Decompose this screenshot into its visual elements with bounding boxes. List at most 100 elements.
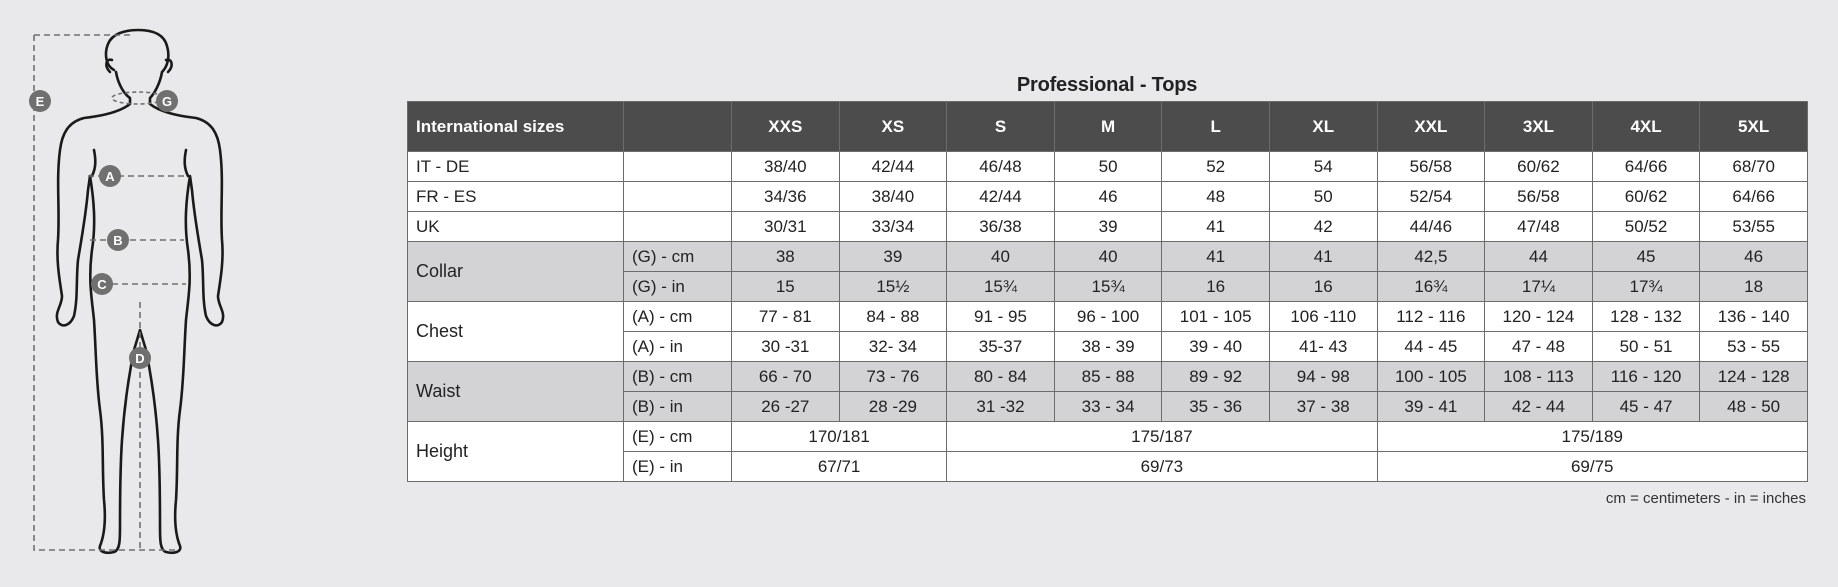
- table-cell: 15½: [838, 271, 948, 302]
- blank-cell: [623, 181, 732, 212]
- table-cell: 45: [1591, 241, 1701, 272]
- table-cell: 38: [731, 241, 840, 272]
- table-cell: 175/187: [946, 421, 1378, 452]
- human-silhouette: E G A B C D: [29, 28, 225, 555]
- size-header: 4XL: [1591, 101, 1701, 152]
- row-chest-cm: Chest (A) - cm 77 - 81 84 - 88 91 - 95 9…: [407, 301, 1808, 362]
- table-cell: 36/38: [946, 211, 1055, 242]
- marker-a: A: [99, 165, 121, 187]
- table-cell: 15¾: [946, 271, 1055, 302]
- table-cell: 53/55: [1699, 211, 1808, 242]
- unit-label: (A) - cm: [623, 301, 732, 332]
- table-title: Professional - Tops: [1016, 74, 1198, 96]
- table-cell: 17¼: [1484, 271, 1593, 302]
- unit-label: (B) - cm: [623, 361, 732, 392]
- table-cell: 68/70: [1699, 151, 1808, 182]
- collar-label: Collar: [407, 241, 624, 302]
- table-cell: 41: [1161, 241, 1270, 272]
- table-cell: 44 - 45: [1376, 331, 1486, 362]
- marker-e: E: [29, 90, 51, 112]
- table-cell: 30/31: [731, 211, 840, 242]
- table-cell: 31 -32: [946, 391, 1055, 422]
- unit-label: (B) - in: [623, 391, 732, 422]
- table-cell: 77 - 81: [731, 301, 840, 332]
- marker-d: D: [129, 347, 151, 369]
- table-cell: 35 - 36: [1161, 391, 1270, 422]
- table-cell: 17¾: [1591, 271, 1701, 302]
- row-height-in: (E) - in 67/71 69/73 69/75: [408, 451, 1808, 482]
- unit-label: (G) - cm: [623, 241, 732, 272]
- svg-text:D: D: [135, 351, 144, 366]
- row-label: FR - ES: [407, 181, 624, 212]
- body-measurement-figure: E G A B C D: [0, 0, 300, 587]
- svg-text:A: A: [105, 169, 115, 184]
- table-cell: 42: [1268, 211, 1378, 242]
- table-cell: 16¾: [1376, 271, 1486, 302]
- table-cell: 15¾: [1053, 271, 1163, 302]
- table-cell: 39 - 41: [1376, 391, 1486, 422]
- row-waist-cm: Waist (B) - cm 66 - 70 73 - 76 80 - 84 8…: [407, 361, 1808, 422]
- table-cell: 50: [1053, 151, 1163, 182]
- international-sizes-header: International sizes: [407, 101, 624, 152]
- blank-cell: [623, 151, 732, 182]
- table-cell: 41: [1268, 241, 1378, 272]
- size-header: 3XL: [1484, 101, 1593, 152]
- svg-text:G: G: [162, 94, 172, 109]
- table-cell: 112 - 116: [1376, 301, 1486, 332]
- size-header: XXL: [1376, 101, 1486, 152]
- table-cell: 33/34: [838, 211, 948, 242]
- table-cell: 40: [1053, 241, 1163, 272]
- table-cell: 41- 43: [1268, 331, 1378, 362]
- table-cell: 16: [1161, 271, 1270, 302]
- row-collar-cm: Collar (G) - cm 38 39 40 40 41 41 42,5 4…: [407, 241, 1808, 302]
- table-cell: 60/62: [1484, 151, 1593, 182]
- size-header: S: [946, 101, 1055, 152]
- row-height-cm: Height (E) - cm 170/181 175/187 175/189: [407, 421, 1808, 482]
- marker-b: B: [107, 229, 129, 251]
- head-outline: [55, 28, 225, 555]
- table-cell: 28 -29: [838, 391, 948, 422]
- row-label: IT - DE: [407, 151, 624, 182]
- table-cell: 84 - 88: [838, 301, 948, 332]
- table-cell: 80 - 84: [946, 361, 1055, 392]
- size-header: XS: [838, 101, 948, 152]
- unit-label: (A) - in: [623, 331, 732, 362]
- unit-header-blank: [623, 101, 732, 152]
- unit-label: (E) - cm: [623, 421, 732, 452]
- table-cell: 67/71: [730, 451, 948, 482]
- unit-label: (E) - in: [623, 451, 732, 482]
- table-cell: 136 - 140: [1699, 301, 1808, 332]
- table-cell: 39: [1053, 211, 1163, 242]
- svg-text:E: E: [36, 94, 45, 109]
- row-collar-in: (G) - in 15 15½ 15¾ 15¾ 16 16 16¾ 17¼ 17…: [408, 271, 1808, 302]
- table-cell: 175/189: [1376, 421, 1808, 452]
- table-cell: 46: [1053, 181, 1163, 212]
- table-cell: 39: [838, 241, 948, 272]
- size-header: 5XL: [1699, 101, 1808, 152]
- table-cell: 42/44: [946, 181, 1055, 212]
- table-cell: 47/48: [1484, 211, 1593, 242]
- height-guide-line: [33, 34, 176, 551]
- table-cell: 44: [1484, 241, 1593, 272]
- table-cell: 38/40: [731, 151, 840, 182]
- table-cell: 69/75: [1376, 451, 1808, 482]
- table-cell: 54: [1268, 151, 1378, 182]
- marker-g: G: [156, 90, 178, 112]
- table-cell: 50 - 51: [1591, 331, 1701, 362]
- table-cell: 44/46: [1376, 211, 1486, 242]
- table-cell: 42/44: [838, 151, 948, 182]
- table-cell: 100 - 105: [1376, 361, 1486, 392]
- table-cell: 33 - 34: [1053, 391, 1163, 422]
- table-cell: 35-37: [946, 331, 1055, 362]
- table-cell: 42,5: [1376, 241, 1486, 272]
- table-cell: 40: [946, 241, 1055, 272]
- table-cell: 30 -31: [731, 331, 840, 362]
- marker-c: C: [91, 273, 113, 295]
- table-cell: 101 - 105: [1161, 301, 1270, 332]
- table-cell: 53 - 55: [1699, 331, 1808, 362]
- table-cell: 170/181: [730, 421, 948, 452]
- size-header: XXS: [731, 101, 840, 152]
- table-cell: 46/48: [946, 151, 1055, 182]
- row-it-de: IT - DE 38/40 42/44 46/48 50 52 54 56/58…: [407, 151, 1808, 182]
- table-cell: 42 - 44: [1484, 391, 1593, 422]
